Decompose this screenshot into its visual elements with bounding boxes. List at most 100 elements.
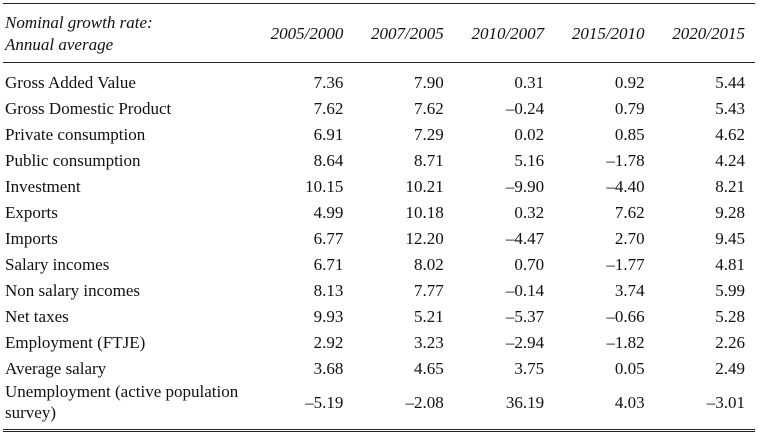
cell-value: 8.71 bbox=[414, 150, 444, 170]
table-row: Non salary incomes 8.13 7.77 –0.14 3.74 5.99 bbox=[3, 277, 755, 303]
cell-value: –3.01 bbox=[706, 392, 745, 412]
cell-value: 0.05 bbox=[614, 358, 645, 378]
row-label: Average salary bbox=[5, 358, 107, 378]
table-row: Average salary 3.68 4.65 3.75 0.05 2.49 bbox=[3, 355, 755, 381]
column-header: 2005/2000 bbox=[270, 24, 344, 43]
table-row: Exports 4.99 10.18 0.32 7.62 9.28 bbox=[3, 199, 755, 225]
table-body: Gross Added Value 7.36 7.90 0.31 0.92 5.44 Gro… bbox=[3, 63, 755, 431]
cell-value: –4.40 bbox=[606, 176, 645, 196]
cell-value: 0.32 bbox=[514, 202, 545, 222]
row-label: Employment (FTJE) bbox=[5, 332, 146, 352]
column-header: 2015/2010 bbox=[571, 24, 645, 43]
table-row: Salary incomes 6.71 8.02 0.70 –1.77 4.81 bbox=[3, 251, 755, 277]
cell-value: 5.44 bbox=[715, 72, 745, 92]
table-row: Employment (FTJE) 2.92 3.23 –2.94 –1.82 2.26 bbox=[3, 329, 755, 355]
row-label: Salary incomes bbox=[5, 254, 110, 274]
cell-value: 0.02 bbox=[514, 124, 545, 144]
cell-value: –0.14 bbox=[505, 280, 545, 300]
row-label: Public consumption bbox=[5, 150, 141, 170]
cell-value: 2.26 bbox=[715, 332, 745, 352]
cell-value: 9.28 bbox=[715, 202, 745, 222]
cell-value: 8.21 bbox=[715, 176, 745, 196]
cell-value: –1.78 bbox=[606, 150, 645, 170]
cell-value: 0.92 bbox=[614, 72, 645, 92]
table-row: Net taxes 9.93 5.21 –5.37 –0.66 5.28 bbox=[3, 303, 755, 329]
table-row: Public consumption 8.64 8.71 5.16 –1.78 4.24 bbox=[3, 147, 755, 173]
stub-header-line: Nominal growth rate: bbox=[5, 13, 153, 32]
row-label: Investment bbox=[5, 176, 81, 196]
cell-value: 7.77 bbox=[414, 280, 444, 300]
cell-value: 0.31 bbox=[514, 72, 545, 92]
cell-value: –1.77 bbox=[606, 254, 645, 274]
cell-value: 7.62 bbox=[313, 98, 344, 118]
column-header: 2007/2005 bbox=[371, 24, 444, 43]
column-header: 2020/2015 bbox=[672, 24, 745, 43]
cell-value: 10.21 bbox=[405, 176, 444, 196]
cell-value: 10.15 bbox=[305, 176, 344, 196]
table-row: Gross Domestic Product 7.62 7.62 –0.24 0.79 5… bbox=[3, 95, 755, 121]
cell-value: 7.36 bbox=[313, 72, 344, 92]
cell-value: 3.23 bbox=[414, 332, 444, 352]
cell-value: 5.21 bbox=[414, 306, 444, 326]
cell-value: –4.47 bbox=[505, 228, 545, 248]
cell-value: 8.64 bbox=[313, 150, 344, 170]
cell-value: 4.65 bbox=[414, 358, 444, 378]
stub-header: Nominal growth rate: Annual average bbox=[3, 4, 253, 63]
cell-value: 4.81 bbox=[715, 254, 745, 274]
table-head: Nominal growth rate: Annual average 2005… bbox=[3, 3, 755, 63]
cell-value: –2.94 bbox=[505, 332, 545, 352]
cell-value: 10.18 bbox=[405, 202, 444, 222]
cell-value: 4.03 bbox=[614, 392, 645, 412]
cell-value: –2.08 bbox=[405, 392, 444, 412]
table-row: Private consumption 6.91 7.29 0.02 0.85 4.62 bbox=[3, 121, 755, 147]
cell-value: 5.43 bbox=[715, 98, 745, 118]
table-row: Investment 10.15 10.21 –9.90 –4.40 8.21 bbox=[3, 173, 755, 199]
cell-value: 4.99 bbox=[313, 202, 344, 222]
cell-value: 12.20 bbox=[405, 228, 444, 248]
header-row: Nominal growth rate: Annual average 2005… bbox=[3, 3, 755, 63]
cell-value: 2.70 bbox=[614, 228, 645, 248]
cell-value: 3.74 bbox=[614, 280, 645, 300]
cell-value: 8.02 bbox=[414, 254, 444, 274]
cell-value: 0.70 bbox=[514, 254, 545, 274]
cell-value: 0.79 bbox=[614, 98, 645, 118]
cell-value: 0.85 bbox=[614, 124, 645, 144]
column-header: 2010/2007 bbox=[471, 24, 545, 43]
cell-value: 36.19 bbox=[505, 392, 545, 412]
cell-value: 4.62 bbox=[715, 124, 745, 144]
data-table: Nominal growth rate: Annual average 2005… bbox=[3, 3, 755, 432]
cell-value: 4.24 bbox=[715, 150, 745, 170]
cell-value: 7.62 bbox=[414, 98, 444, 118]
table-row: Imports 6.77 12.20 –4.47 2.70 9.45 bbox=[3, 225, 755, 251]
cell-value: 5.28 bbox=[715, 306, 745, 326]
cell-value: –9.90 bbox=[505, 176, 545, 196]
cell-value: –5.37 bbox=[505, 306, 545, 326]
row-label: Non salary incomes bbox=[5, 280, 141, 300]
cell-value: 6.91 bbox=[313, 124, 344, 144]
table-row: Gross Added Value 7.36 7.90 0.31 0.92 5.44 bbox=[3, 63, 755, 96]
row-label: Gross Domestic Product bbox=[5, 98, 172, 118]
row-label: Private consumption bbox=[5, 124, 146, 144]
cell-value: 5.16 bbox=[514, 150, 545, 170]
cell-value: 3.68 bbox=[313, 358, 344, 378]
cell-value: 9.45 bbox=[715, 228, 745, 248]
row-label: Gross Added Value bbox=[5, 72, 136, 92]
cell-value: –0.66 bbox=[606, 306, 645, 326]
row-label: Net taxes bbox=[5, 306, 69, 326]
cell-value: 7.29 bbox=[414, 124, 444, 144]
cell-value: –1.82 bbox=[606, 332, 645, 352]
cell-value: 3.75 bbox=[514, 358, 545, 378]
row-label: Unemployment (active population survey) bbox=[5, 382, 239, 422]
row-label: Exports bbox=[5, 202, 58, 222]
cell-value: 9.93 bbox=[313, 306, 344, 326]
cell-value: 8.13 bbox=[313, 280, 344, 300]
cell-value: 6.77 bbox=[313, 228, 344, 248]
cell-value: 5.99 bbox=[715, 280, 745, 300]
cell-value: –5.19 bbox=[305, 392, 344, 412]
cell-value: 7.90 bbox=[414, 72, 444, 92]
cell-value: 7.62 bbox=[614, 202, 645, 222]
cell-value: –0.24 bbox=[505, 98, 545, 118]
cell-value: 6.71 bbox=[313, 254, 344, 274]
stub-header-line: Annual average bbox=[5, 35, 114, 54]
